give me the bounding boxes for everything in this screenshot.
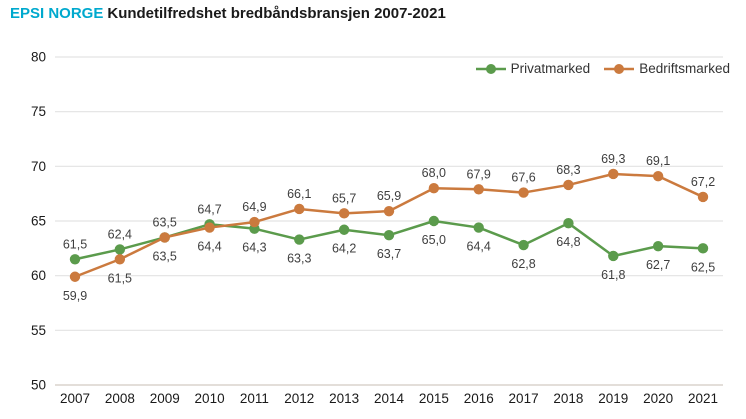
y-axis-tick-label: 60 [31, 268, 46, 283]
chart-header: EPSI NORGE Kundetilfredshet bredbåndsbran… [10, 5, 446, 22]
data-point-label: 62,8 [511, 257, 535, 271]
x-axis-tick-label: 2020 [643, 391, 673, 406]
privatmarked-point [338, 224, 350, 235]
data-point-label: 64,3 [242, 241, 266, 255]
x-axis-tick-label: 2011 [240, 391, 269, 406]
y-axis-tick-label: 70 [31, 159, 46, 174]
bedriftsmarked-point [69, 271, 81, 282]
data-point-label: 63,7 [377, 247, 401, 261]
bedriftsmarked-point [159, 232, 170, 243]
privatmarked-point [294, 234, 305, 245]
y-axis-tick-label: 80 [31, 50, 46, 65]
data-point-label: 64,2 [332, 242, 356, 256]
data-point-label: 62,5 [691, 260, 715, 274]
bedriftsmarked-point [114, 254, 126, 265]
data-point-label: 65,0 [422, 233, 446, 247]
page-title: Kundetilfredshet bredbåndsbransjen 2007-… [107, 5, 446, 22]
y-axis-tick-label: 75 [31, 104, 46, 119]
bedriftsmarked-point [294, 203, 305, 215]
bedriftsmarked-point [249, 216, 260, 228]
brand-label: EPSI NORGE [10, 5, 104, 22]
x-axis-tick-label: 2021 [688, 391, 718, 406]
privatmarked-point [69, 254, 81, 265]
bedriftsmarked-legend-swatch [604, 63, 635, 74]
legend-label-privatmarked: Privatmarked [510, 61, 591, 76]
data-point-label: 62,4 [108, 227, 132, 241]
data-point-label: 63,5 [153, 215, 177, 229]
privatmarked-point [563, 217, 574, 229]
data-point-label: 67,9 [467, 167, 491, 181]
data-point-label: 64,4 [467, 240, 491, 254]
x-axis-tick-label: 2016 [464, 391, 494, 406]
privatmarked-point [652, 240, 664, 252]
bedriftsmarked-point [338, 208, 350, 219]
y-axis-tick-label: 50 [31, 378, 46, 393]
y-axis-tick-label: 55 [31, 323, 46, 338]
bedriftsmarked-point [563, 179, 574, 191]
bedriftsmarked-point [518, 187, 529, 198]
privatmarked-legend-swatch [475, 63, 506, 74]
privatmarked-point [697, 243, 709, 254]
data-point-label: 59,9 [63, 289, 87, 303]
privatmarked-point [518, 239, 529, 251]
data-point-label: 68,0 [422, 166, 446, 180]
data-point-label: 66,1 [287, 187, 311, 201]
legend-item-privatmarked: Privatmarked [475, 61, 591, 76]
bedriftsmarked-point [652, 170, 664, 182]
y-axis-tick-label: 65 [31, 214, 46, 229]
data-point-label: 63,5 [153, 249, 177, 263]
bedriftsmarked-point [428, 183, 440, 194]
x-axis-tick-label: 2013 [329, 391, 359, 406]
data-point-label: 64,9 [242, 200, 266, 214]
bedriftsmarked-point [473, 184, 484, 195]
bedriftsmarked-point [697, 191, 709, 203]
privatmarked-point [114, 244, 126, 255]
x-axis-tick-label: 2007 [60, 391, 90, 406]
data-point-label: 61,5 [108, 271, 132, 285]
data-point-label: 64,4 [197, 240, 221, 254]
data-point-label: 68,3 [556, 163, 580, 177]
data-point-label: 65,9 [377, 189, 401, 203]
bedriftsmarked-point [608, 168, 619, 180]
x-axis-tick-label: 2008 [105, 391, 135, 406]
data-point-label: 69,3 [601, 152, 625, 166]
x-axis-tick-label: 2009 [150, 391, 180, 406]
x-axis-tick-label: 2012 [284, 391, 314, 406]
data-point-label: 61,8 [601, 268, 625, 282]
data-point-label: 64,7 [197, 202, 221, 216]
x-axis-tick-label: 2014 [374, 391, 405, 406]
privatmarked-point [473, 222, 484, 233]
data-point-label: 69,1 [646, 154, 670, 168]
privatmarked-point [608, 250, 619, 262]
legend-item-bedriftsmarked: Bedriftsmarked [604, 61, 730, 76]
bedriftsmarked-point [383, 205, 395, 217]
data-point-label: 61,5 [63, 237, 87, 251]
data-point-label: 62,7 [646, 258, 670, 272]
x-axis-tick-label: 2017 [509, 391, 539, 406]
x-axis-tick-label: 2019 [598, 391, 628, 406]
data-point-label: 64,8 [556, 235, 580, 249]
x-axis-tick-label: 2018 [553, 391, 583, 406]
bedriftsmarked-point [204, 222, 215, 233]
privatmarked-point [428, 215, 440, 227]
data-point-label: 65,7 [332, 191, 356, 205]
data-point-label: 67,6 [511, 171, 535, 185]
chart-legend: Privatmarked Bedriftsmarked [475, 61, 730, 76]
data-point-label: 67,2 [691, 175, 715, 189]
privatmarked-point [383, 230, 395, 241]
x-axis-tick-label: 2015 [419, 391, 449, 406]
x-axis-tick-label: 2010 [195, 391, 225, 406]
data-point-label: 63,3 [287, 252, 311, 266]
legend-label-bedriftsmarked: Bedriftsmarked [639, 61, 730, 76]
